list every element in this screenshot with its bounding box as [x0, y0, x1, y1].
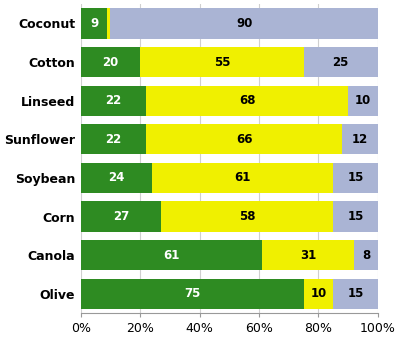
- Bar: [81, 163, 152, 193]
- Bar: [342, 124, 378, 154]
- Text: 8: 8: [362, 249, 370, 262]
- Bar: [81, 47, 140, 77]
- Bar: [110, 8, 378, 39]
- Text: 66: 66: [236, 133, 252, 146]
- Bar: [140, 47, 304, 77]
- Text: 22: 22: [105, 133, 122, 146]
- Bar: [161, 201, 333, 232]
- Text: 15: 15: [348, 210, 364, 223]
- Bar: [81, 279, 304, 309]
- Text: 55: 55: [214, 56, 230, 68]
- Text: 10: 10: [310, 287, 326, 300]
- Text: 90: 90: [236, 17, 252, 30]
- Bar: [146, 124, 342, 154]
- Bar: [333, 201, 378, 232]
- Bar: [81, 8, 108, 39]
- Text: 22: 22: [105, 94, 122, 107]
- Text: 20: 20: [102, 56, 118, 68]
- Bar: [108, 8, 110, 39]
- Bar: [348, 86, 378, 116]
- Text: 9: 9: [90, 17, 98, 30]
- Bar: [304, 47, 378, 77]
- Bar: [304, 279, 333, 309]
- Legend: Monounsaturated, Polyunsaturated, Saturated: Monounsaturated, Polyunsaturated, Satura…: [63, 359, 396, 364]
- Text: 31: 31: [300, 249, 316, 262]
- Bar: [333, 163, 378, 193]
- Text: 58: 58: [239, 210, 255, 223]
- Bar: [152, 163, 333, 193]
- Text: 25: 25: [332, 56, 349, 68]
- Bar: [81, 201, 161, 232]
- Bar: [81, 86, 146, 116]
- Bar: [333, 279, 378, 309]
- Bar: [81, 240, 262, 270]
- Text: 61: 61: [234, 171, 251, 185]
- Text: 15: 15: [348, 287, 364, 300]
- Bar: [354, 240, 378, 270]
- Text: 68: 68: [239, 94, 255, 107]
- Bar: [81, 124, 146, 154]
- Text: 10: 10: [355, 94, 371, 107]
- Text: 27: 27: [113, 210, 129, 223]
- Text: 24: 24: [108, 171, 124, 185]
- Bar: [146, 86, 348, 116]
- Text: 15: 15: [348, 171, 364, 185]
- Text: 75: 75: [184, 287, 200, 300]
- Bar: [262, 240, 354, 270]
- Text: 12: 12: [352, 133, 368, 146]
- Text: 61: 61: [163, 249, 180, 262]
